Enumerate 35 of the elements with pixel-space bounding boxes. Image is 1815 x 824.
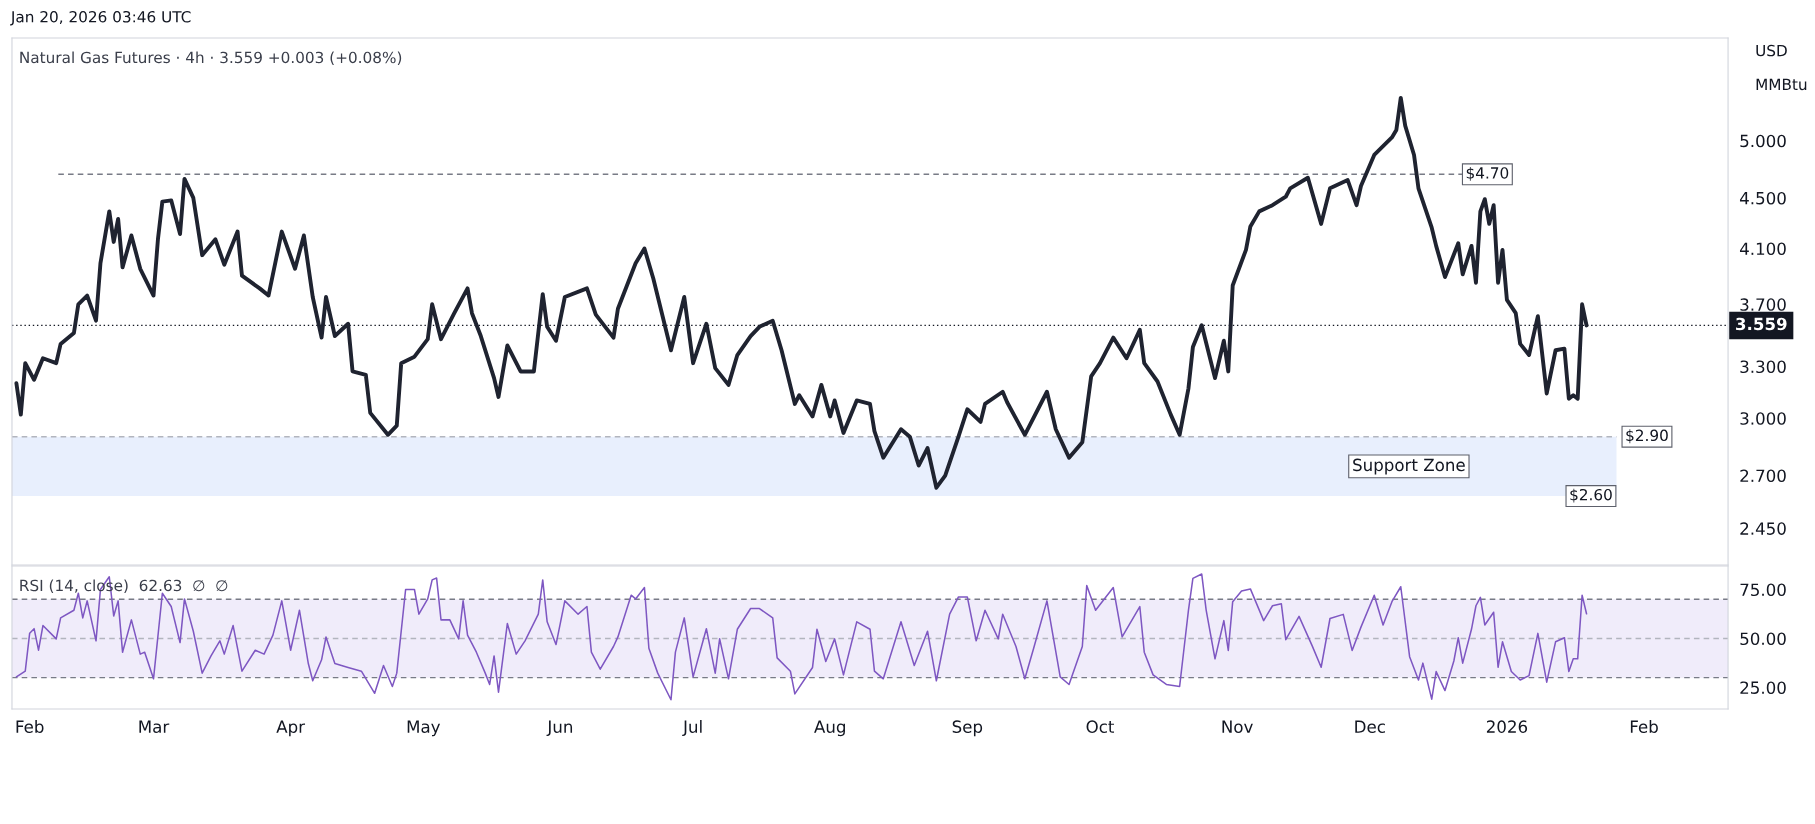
x-tick-label: Oct — [1086, 720, 1115, 733]
y-tick-label: 3.700 — [1740, 298, 1786, 311]
y-tick-label: 50.00 — [1740, 632, 1786, 646]
x-tick-label: Jul — [682, 720, 702, 737]
text: USD — [1756, 44, 1787, 57]
y-tick-label: 2.450 — [1740, 522, 1786, 535]
x-tick-label: Feb — [1630, 720, 1658, 733]
text: Jan 20, 2026 03:46 UTC — [10, 11, 191, 26]
x-tick-label: Nov — [1222, 720, 1253, 733]
y-tick-label: 75.00 — [1740, 583, 1786, 597]
ref-line-label: $2.90 — [1626, 429, 1668, 444]
ref-line-label: $4.70 — [1466, 166, 1509, 181]
annotation: $2.60 — [1570, 488, 1612, 503]
x-tick-label: 2026 — [1486, 720, 1528, 733]
x-tick-label: May — [407, 720, 441, 737]
y-tick-label: 4.500 — [1739, 191, 1786, 205]
band-label: Support Zone — [1353, 458, 1465, 475]
x-tick-label: Aug — [814, 720, 845, 737]
line-series — [14, 95, 1589, 490]
x-tick-label: Dec — [1355, 720, 1385, 733]
y-tick-label: 25.00 — [1740, 681, 1786, 694]
text: MMBtu — [1756, 78, 1807, 91]
line-series — [15, 573, 1588, 701]
y-tick-label: 3.300 — [1740, 360, 1786, 374]
x-tick-label: Sep — [952, 720, 983, 737]
y-tick-label: 4.100 — [1739, 242, 1786, 256]
x-tick-label: Apr — [276, 720, 306, 737]
x-tick-label: Feb — [16, 720, 44, 733]
y-tick-label: 3.000 — [1740, 412, 1786, 425]
ref-line-label: 3.559 — [1736, 317, 1787, 331]
x-tick-label: Jun — [546, 720, 573, 737]
x-tick-label: Mar — [139, 720, 170, 733]
text: Natural Gas Futures · 4h · 3.559 +0.003 (+0.08%) — [20, 51, 402, 65]
y-tick-label: 5.000 — [1740, 134, 1786, 148]
y-tick-label: 2.700 — [1740, 469, 1786, 483]
